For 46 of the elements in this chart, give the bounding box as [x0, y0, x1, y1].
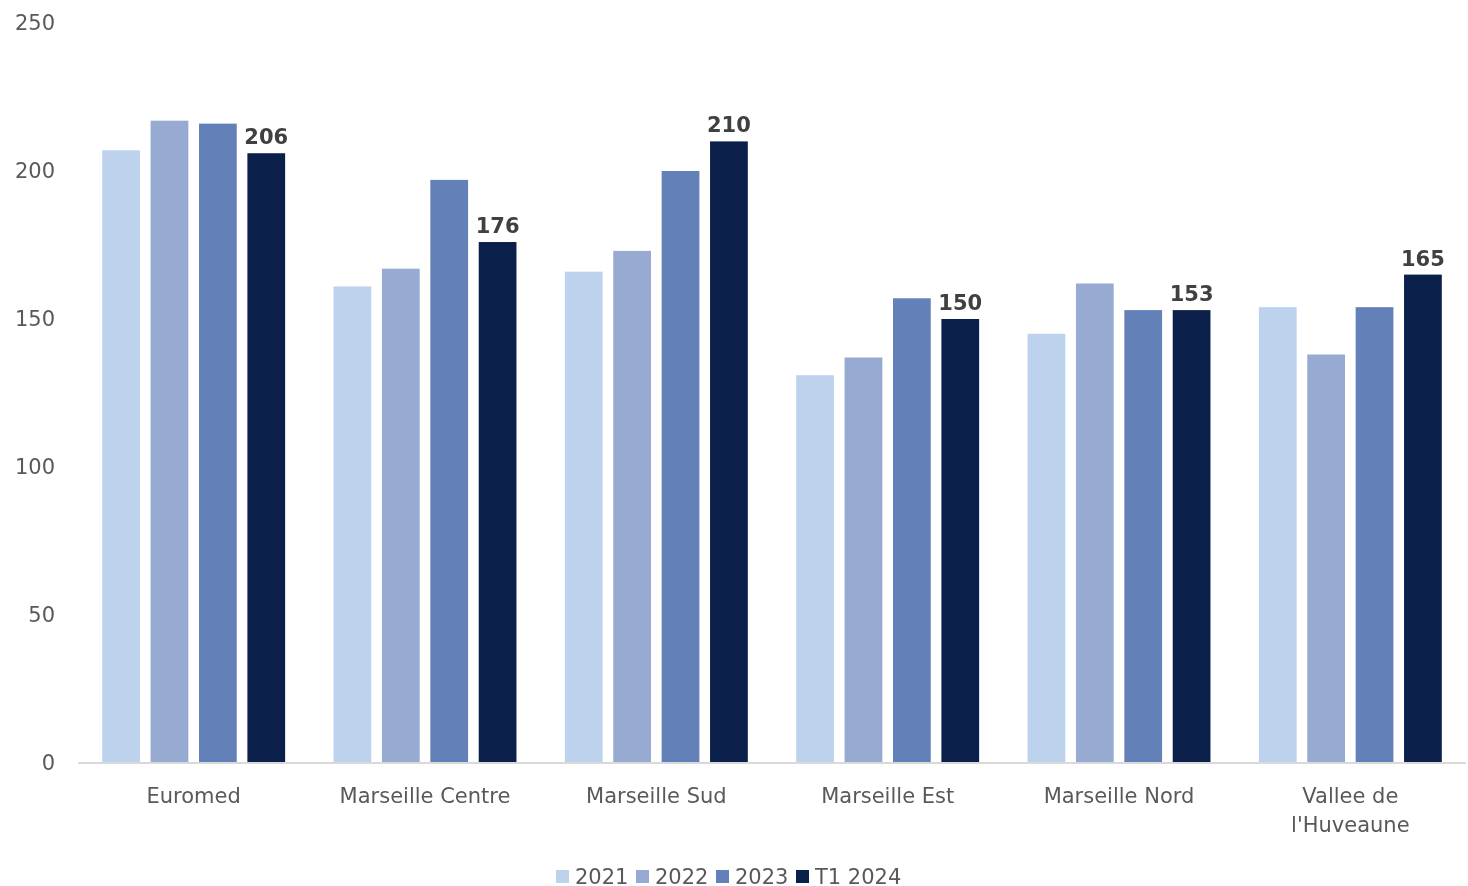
- bar: [941, 319, 980, 763]
- bar: [150, 120, 189, 763]
- y-tick-label: 0: [41, 751, 55, 776]
- y-tick-label: 150: [14, 307, 55, 332]
- legend-label: T1 2024: [814, 865, 902, 886]
- bar: [1307, 354, 1346, 763]
- data-label: 150: [938, 291, 983, 315]
- x-tick-label: Vallee de l'Huveaune: [1291, 784, 1410, 837]
- x-tick-label: Euromed: [146, 784, 241, 808]
- x-tick-label: Marseille Est: [821, 784, 955, 808]
- data-label: 210: [707, 113, 751, 138]
- bar: [844, 357, 883, 763]
- data-label: 153: [1169, 282, 1214, 307]
- bar: [478, 242, 517, 763]
- bar: [613, 250, 652, 763]
- y-tick-label: 50: [28, 603, 55, 628]
- legend-label: 2022: [655, 865, 709, 886]
- bar: [198, 123, 237, 763]
- bar: [1258, 307, 1297, 763]
- bar: [430, 179, 469, 763]
- y-tick-label: 200: [14, 159, 55, 184]
- legend-label: 2023: [735, 865, 789, 886]
- bar: [381, 268, 420, 763]
- data-label: 176: [475, 214, 520, 239]
- bar: [1355, 307, 1394, 763]
- bar: [564, 271, 603, 763]
- x-tick-label: Marseille Nord: [1043, 784, 1195, 808]
- x-tick-label: Marseille Centre: [339, 784, 511, 808]
- legend-label: 2021: [575, 865, 629, 886]
- bar: [710, 141, 748, 763]
- bar: [1404, 274, 1442, 763]
- bar: [247, 153, 286, 763]
- bar: [1075, 283, 1114, 763]
- y-tick-label: 250: [14, 11, 55, 36]
- bar: [892, 298, 931, 763]
- y-tick-label: 100: [14, 455, 55, 480]
- bar: [333, 286, 372, 763]
- data-label: 165: [1401, 246, 1445, 271]
- bar: [796, 375, 834, 763]
- x-tick-label: Marseille Sud: [586, 784, 727, 808]
- bar: [1172, 310, 1211, 763]
- bar: [1027, 333, 1066, 763]
- bar: [1124, 310, 1163, 763]
- bar: [102, 150, 140, 763]
- data-label: 206: [244, 125, 289, 150]
- bar: [661, 171, 700, 763]
